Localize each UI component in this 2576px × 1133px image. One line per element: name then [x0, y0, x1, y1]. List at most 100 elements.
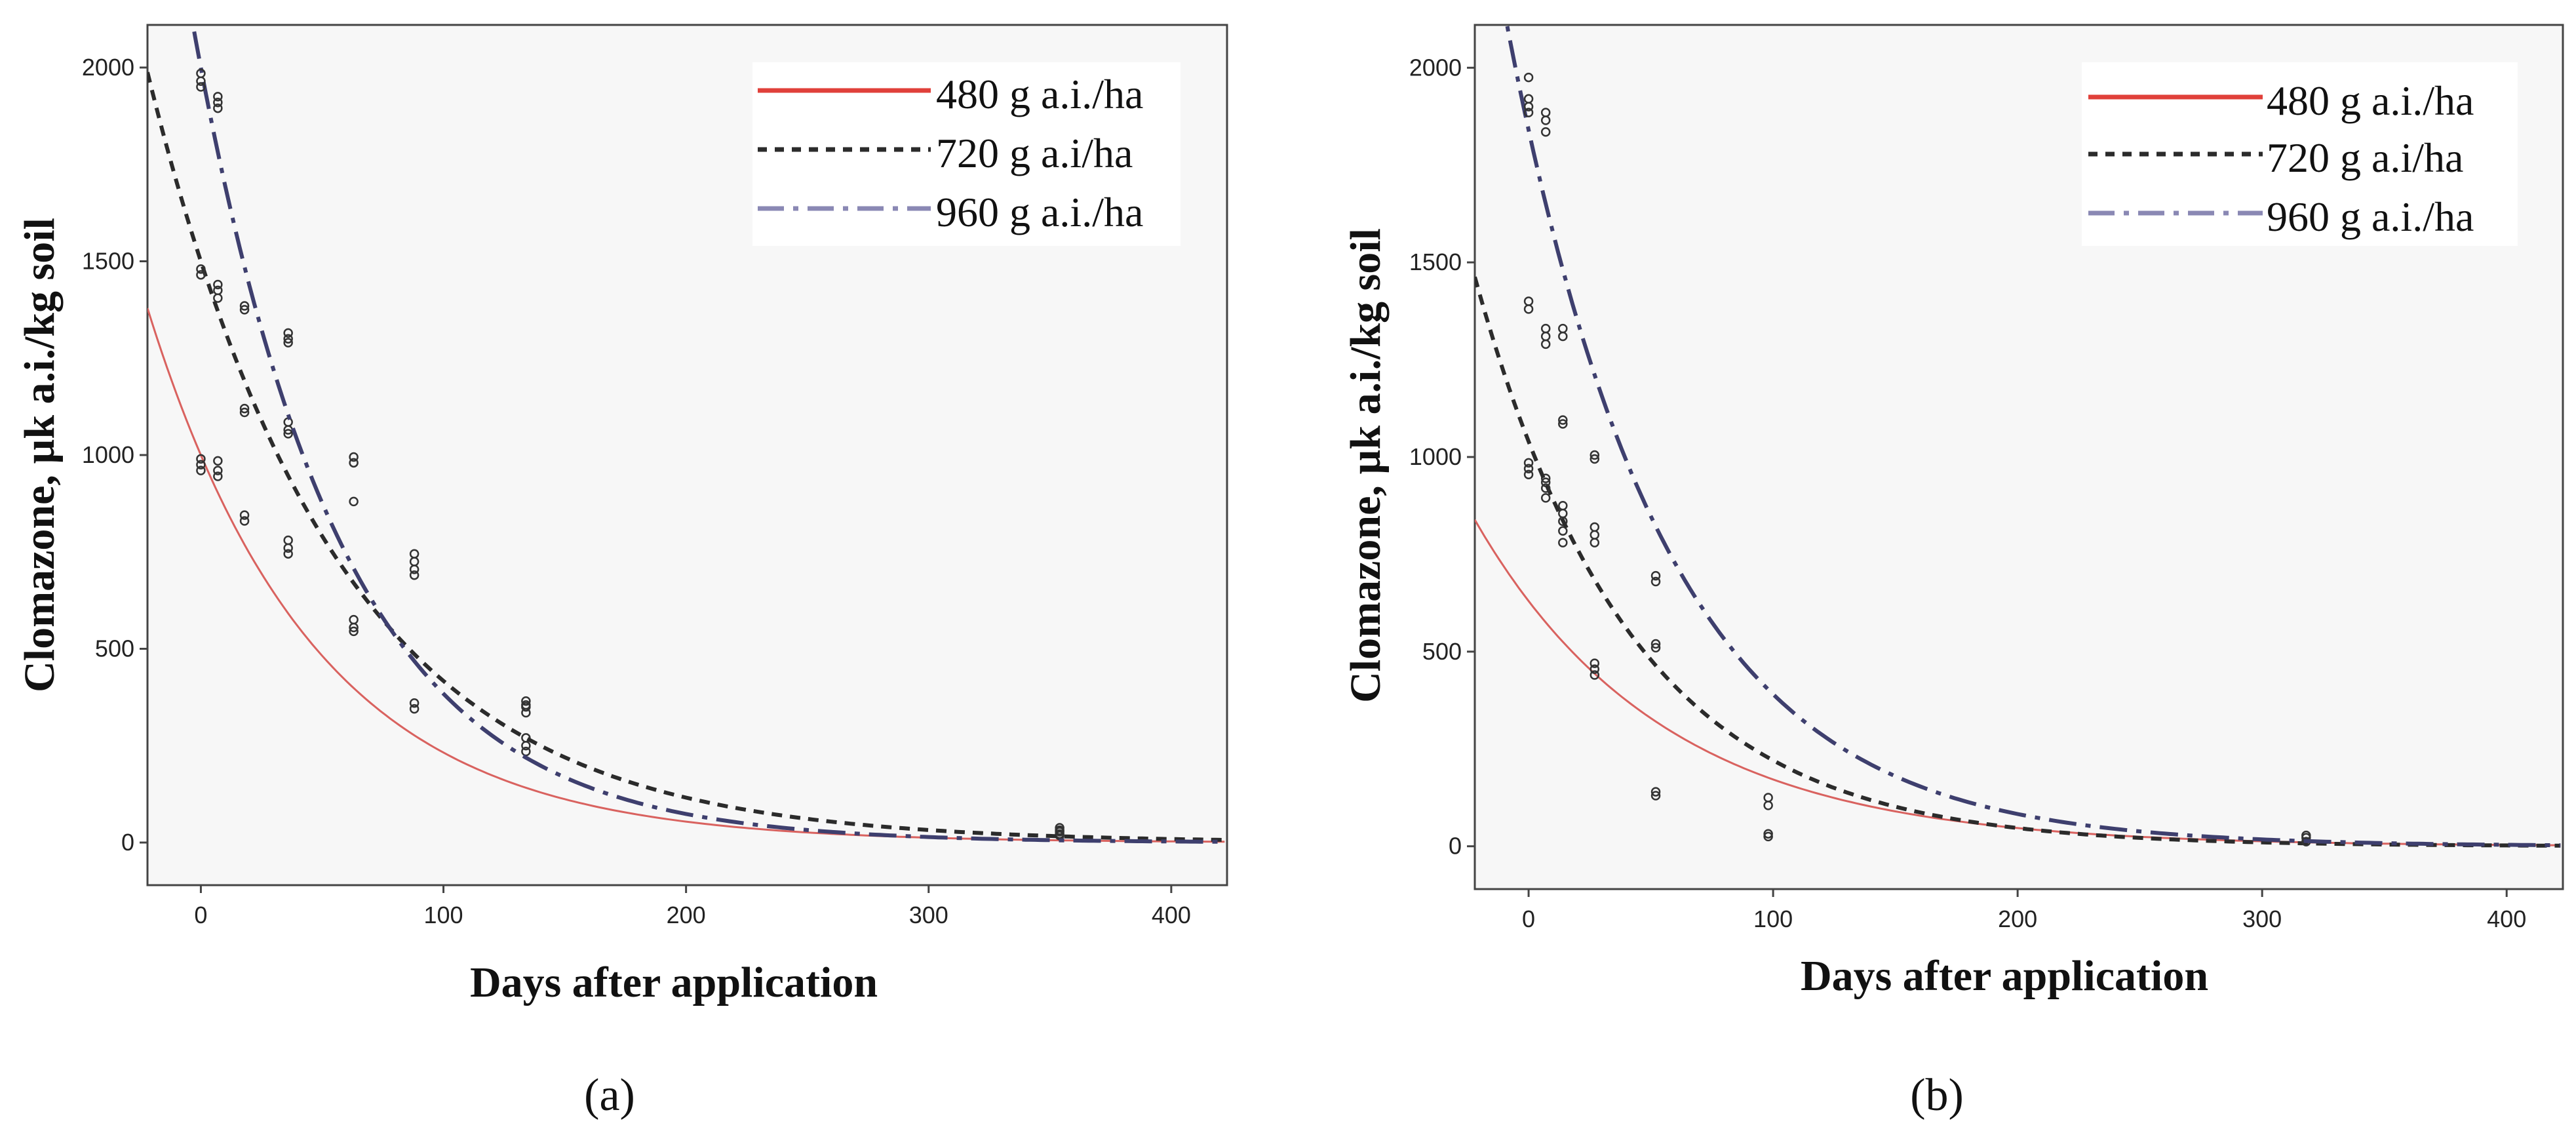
data-point-720: [213, 285, 223, 296]
data-point-480: [1650, 787, 1661, 797]
data-point-960: [1540, 108, 1551, 117]
x-tick-label: 200: [667, 902, 706, 928]
legend: 480 g a.i./ha 720 g a.i/ha 960 g a.i./ha: [752, 62, 1181, 246]
data-point-960: [283, 328, 293, 338]
series-line-720: [147, 71, 1225, 842]
data-point-480: [409, 698, 420, 708]
data-point-720: [196, 264, 206, 274]
data-point-480: [196, 460, 206, 470]
data-point-960: [1558, 323, 1568, 334]
data-point-480: [1590, 658, 1600, 668]
data-point-480: [1590, 670, 1600, 680]
panel-a-chart: 0 100 200 300 400 0 500 1000 1500 2000 480 g a.i.…: [16, 24, 1228, 1121]
legend-label-480: 480 g a.i./ha: [2267, 77, 2474, 124]
data-point-720: [239, 305, 250, 315]
data-point-720: [1558, 500, 1568, 511]
data-point-960: [213, 103, 223, 113]
chart-marks: [147, 25, 1225, 844]
data-point-960: [1650, 576, 1661, 587]
data-point-960: [349, 496, 359, 507]
data-point-960: [1540, 127, 1551, 137]
y-axis-label: Clomazone, µk a.i./kg soil: [16, 218, 64, 692]
data-point-960: [1590, 450, 1600, 460]
data-point-480: [213, 456, 223, 466]
data-point-960: [409, 549, 420, 559]
series-line-960: [191, 25, 1225, 844]
data-point-960: [1523, 94, 1534, 104]
data-point-480: [1523, 464, 1534, 474]
data-point-480: [1650, 791, 1661, 801]
data-point-960: [1540, 323, 1551, 334]
data-point-960: [521, 700, 531, 710]
data-point-480: [196, 454, 206, 464]
data-point-720: [1763, 793, 1773, 803]
data-point-720: [239, 403, 250, 414]
data-point-960: [1523, 72, 1534, 83]
data-point-960: [1590, 454, 1600, 464]
data-point-720: [349, 626, 359, 637]
x-tick-label: 0: [1522, 905, 1535, 932]
data-point-960: [1055, 823, 1064, 833]
x-tick-label: 100: [423, 902, 463, 928]
data-point-720: [1523, 296, 1534, 306]
x-tick-label: 200: [1998, 905, 2037, 932]
y-tick-label: 0: [1449, 833, 1462, 860]
y-tick-label: 1000: [82, 441, 134, 468]
y-tick-label: 500: [1422, 638, 1462, 665]
data-point-960: [196, 82, 206, 92]
data-point-720: [1590, 522, 1600, 532]
data-point-960: [213, 97, 223, 108]
data-point-720: [1650, 643, 1661, 653]
legend-label-960: 960 g a.i./ha: [936, 189, 1143, 235]
x-axis-label: Days after application: [470, 959, 878, 1006]
legend: 480 g a.i./ha 720 g a.i/ha 960 g a.i./ha: [2082, 62, 2518, 246]
legend-label-960: 960 g a.i./ha: [2267, 193, 2474, 240]
y-axis-label: Clomazone, µk a.i./kg soil: [1342, 228, 1390, 703]
x-tick-label: 300: [909, 902, 948, 928]
y-tick-label: 1000: [1409, 443, 1462, 470]
legend-box: [752, 62, 1181, 246]
x-axis-label: Days after application: [1801, 952, 2208, 1000]
data-point-960: [1523, 108, 1534, 117]
tick-marks: 0 100 200 300 400 0 500 1000 1500 2000: [1409, 54, 2526, 932]
y-tick-label: 1500: [1409, 248, 1462, 275]
panel-label-a: (a): [584, 1070, 635, 1121]
data-point-480: [1523, 458, 1534, 468]
y-tick-label: 2000: [1409, 54, 1462, 81]
data-point-960: [283, 338, 293, 348]
data-point-480: [196, 466, 206, 475]
chart-marks: [1475, 25, 2561, 848]
legend-label-720: 720 g a.i/ha: [2267, 134, 2463, 181]
data-point-720: [1650, 639, 1661, 649]
data-point-960: [349, 452, 359, 462]
panel-label-b: (b): [1910, 1070, 1964, 1121]
data-point-720: [349, 614, 359, 625]
tick-marks: 0 100 200 300 400 0 500 1000 1500 2000: [82, 54, 1191, 928]
y-tick-label: 1500: [82, 248, 134, 275]
panel-b-chart: 0 100 200 300 400 0 500 1000 1500 2000 480 g a.i.…: [1342, 24, 2564, 1121]
data-point-480: [1523, 469, 1534, 479]
data-point-480: [213, 471, 223, 481]
x-tick-label: 400: [2487, 905, 2526, 932]
legend-label-480: 480 g a.i./ha: [936, 71, 1143, 117]
data-point-960: [196, 68, 206, 79]
y-tick-label: 500: [95, 635, 134, 662]
data-point-960: [213, 92, 223, 102]
y-tick-label: 0: [121, 829, 134, 856]
data-point-480: [283, 549, 293, 559]
data-point-480: [409, 704, 420, 714]
data-point-480: [283, 535, 293, 546]
data-point-480: [213, 466, 223, 475]
data-point-480: [1763, 829, 1773, 839]
data-point-960: [283, 334, 293, 344]
x-tick-label: 400: [1152, 902, 1191, 928]
x-tick-label: 300: [2242, 905, 2282, 932]
data-point-480: [239, 516, 250, 526]
legend-label-720: 720 g a.i/ha: [936, 130, 1133, 176]
data-point-960: [349, 458, 359, 468]
data-point-480: [239, 510, 250, 520]
data-point-720: [1540, 483, 1551, 493]
y-tick-label: 2000: [82, 54, 134, 81]
data-point-720: [283, 429, 293, 439]
